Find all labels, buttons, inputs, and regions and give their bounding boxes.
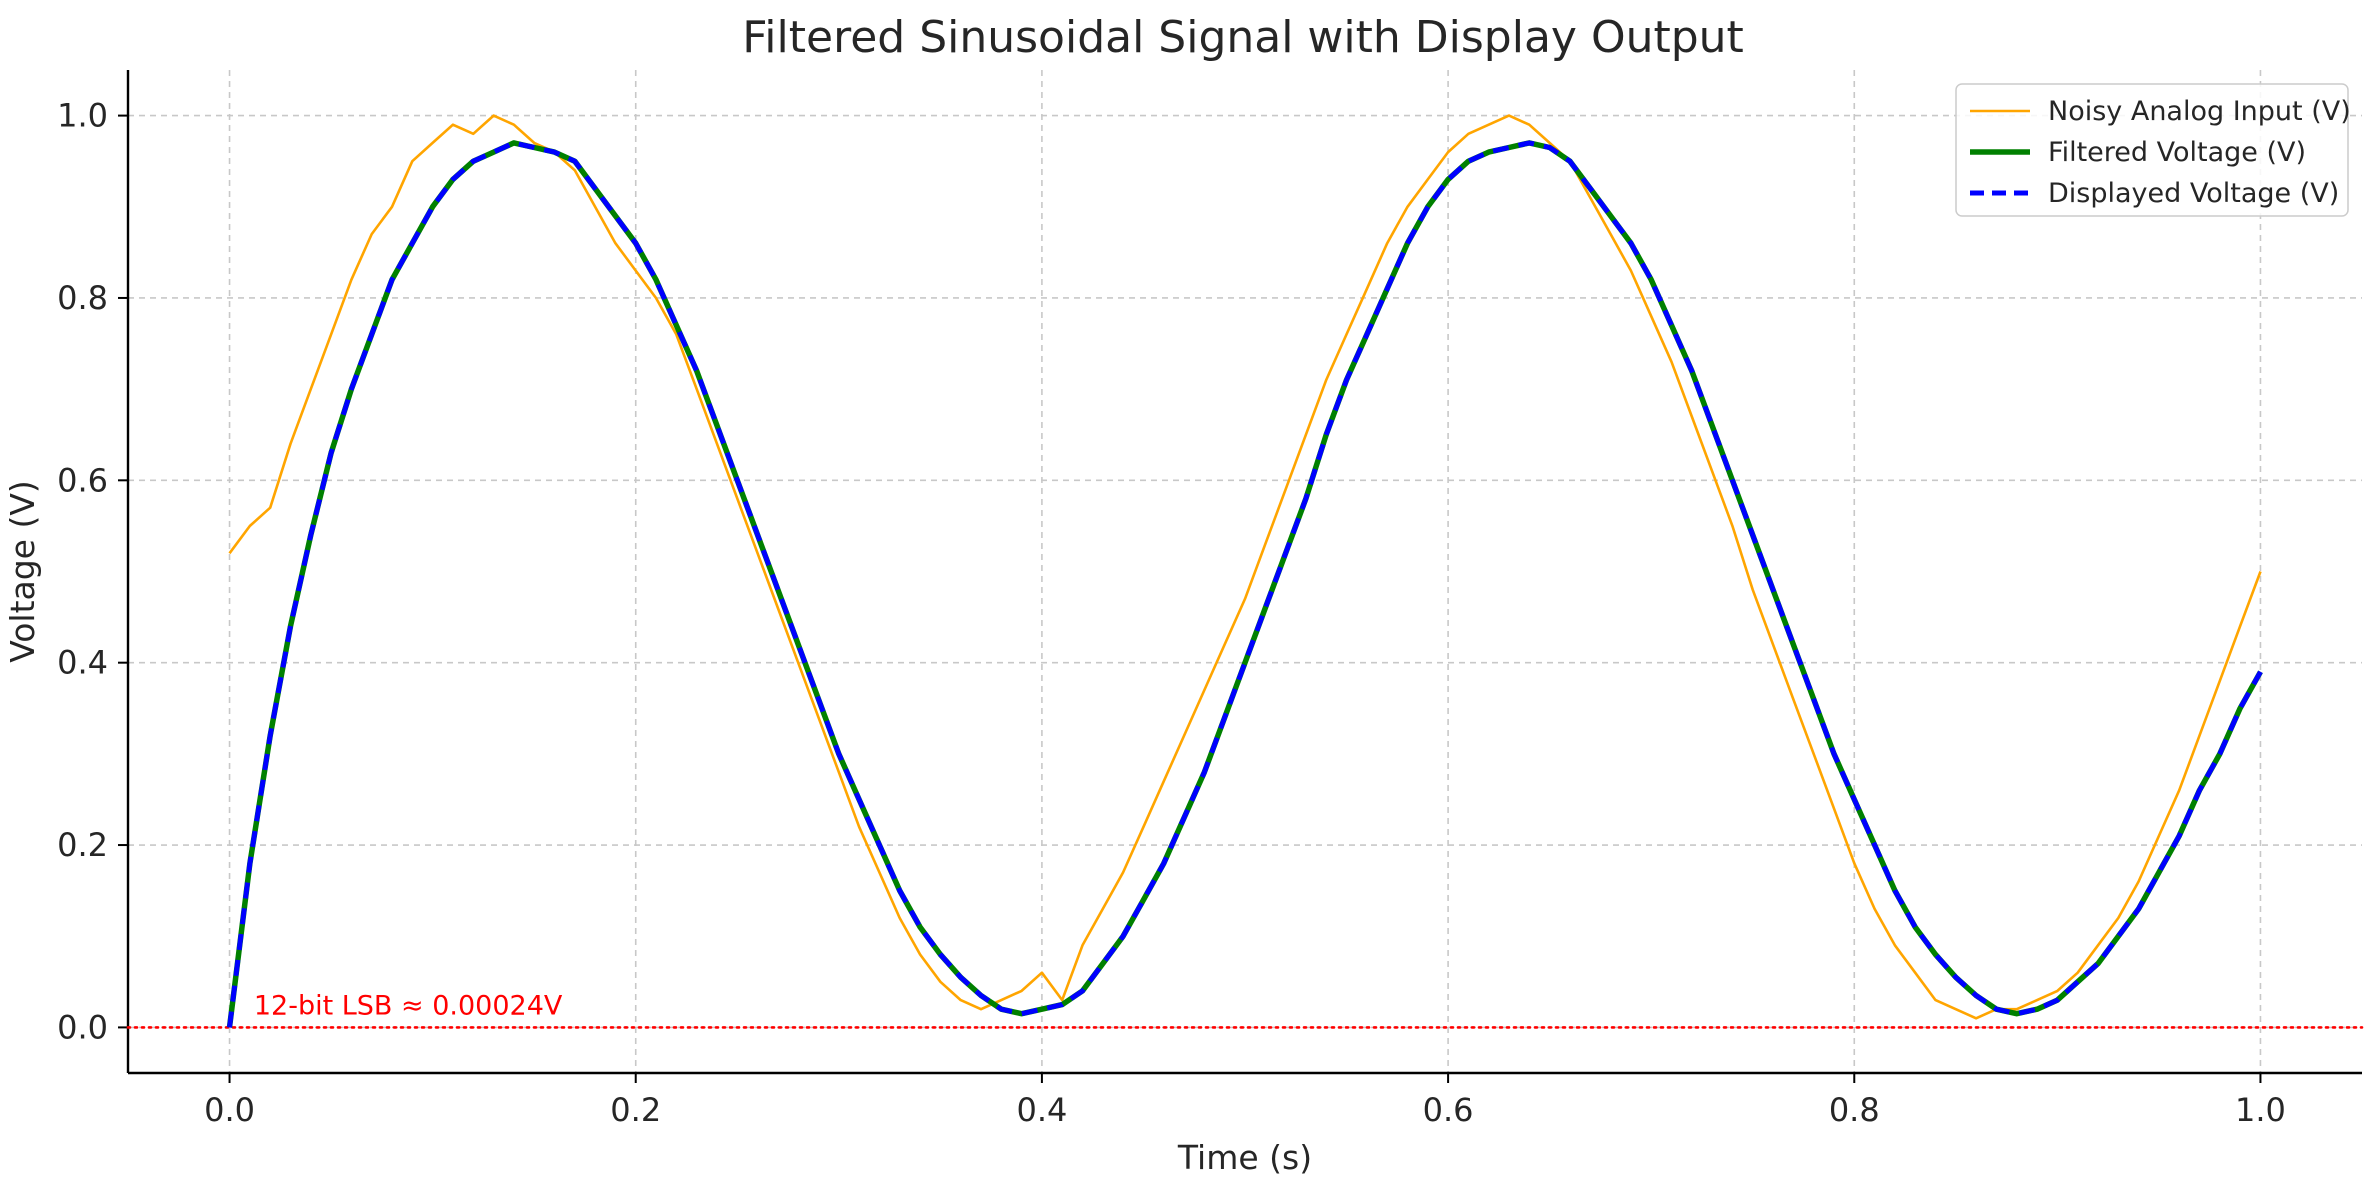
- y-tick-label: 0.6: [57, 461, 108, 499]
- x-tick-label: 0.2: [610, 1091, 661, 1129]
- x-tick-label: 1.0: [2235, 1091, 2286, 1129]
- series-layer: [226, 114, 2263, 1028]
- x-tick-label: 0.0: [204, 1091, 255, 1129]
- series-line-2: [226, 140, 2263, 1028]
- axes: [126, 70, 2362, 1075]
- x-axis-label: Time (s): [1177, 1138, 1312, 1177]
- chart-title: Filtered Sinusoidal Signal with Display …: [742, 12, 1744, 63]
- legend-label-1: Noisy Analog Input (V): [2048, 96, 2351, 127]
- ticks: 0.0 0.2 0.4 0.6 0.8 1.0 0.0 0.2 0.4 0.6 0.8 1.0: [57, 97, 2286, 1129]
- y-tick-label: 0.0: [57, 1008, 108, 1046]
- y-tick-label: 1.0: [57, 97, 108, 135]
- y-tick-label: 0.2: [57, 826, 108, 864]
- x-tick-label: 0.6: [1423, 1091, 1474, 1129]
- y-axis-label: Voltage (V): [3, 480, 42, 663]
- legend-box: [1955, 83, 2349, 217]
- grid: [128, 70, 2362, 1073]
- lsb-annotation: 12-bit LSB ≈ 0.00024V: [254, 990, 563, 1021]
- y-tick-label: 0.8: [57, 279, 108, 317]
- x-tick-label: 0.4: [1016, 1091, 1067, 1129]
- y-tick-label: 0.4: [57, 644, 108, 682]
- series-line-1: [228, 114, 2262, 1020]
- series-line-3: [227, 140, 2263, 1028]
- legend: Noisy Analog Input (V) Filtered Voltage (…: [1955, 83, 2351, 217]
- legend-label-3: Displayed Voltage (V): [2048, 178, 2339, 209]
- legend-label-2: Filtered Voltage (V): [2048, 137, 2306, 168]
- x-tick-label: 0.8: [1829, 1091, 1880, 1129]
